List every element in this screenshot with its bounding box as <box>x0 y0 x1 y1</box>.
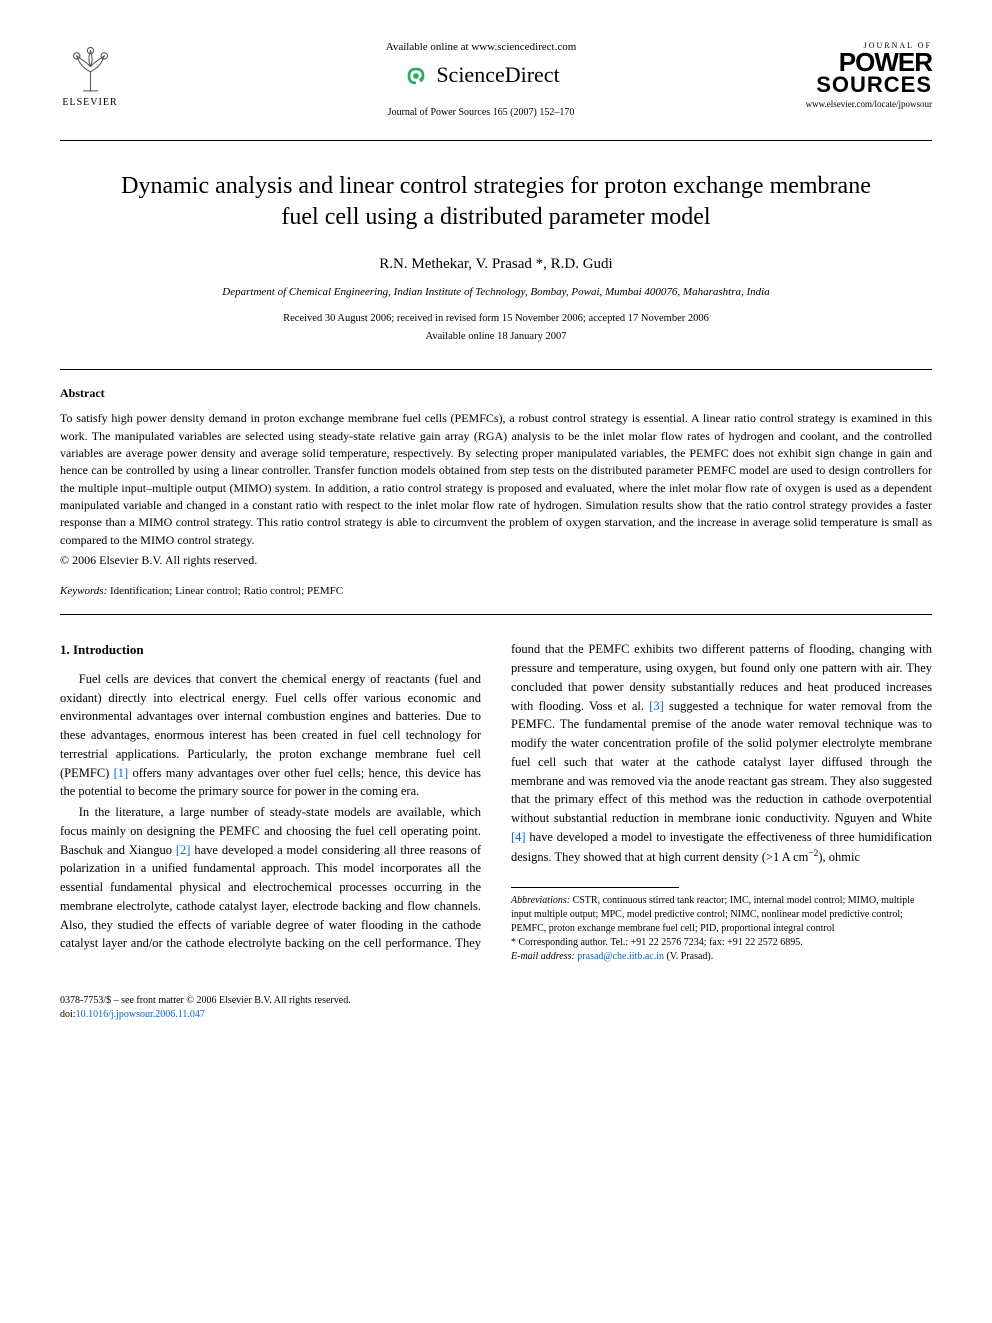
abbrev-text: CSTR, continuous stirred tank reactor; I… <box>511 895 914 934</box>
abbreviations-footnote: Abbreviations: CSTR, continuous stirred … <box>511 894 932 936</box>
superscript-minus2: −2 <box>808 849 818 859</box>
received-dates: Received 30 August 2006; received in rev… <box>60 312 932 327</box>
intro-para-1: Fuel cells are devices that convert the … <box>60 670 481 801</box>
abstract-bottom-rule <box>60 614 932 615</box>
abstract-text: To satisfy high power density demand in … <box>60 411 932 547</box>
email-link[interactable]: prasad@che.iitb.ac.in <box>575 951 664 962</box>
publisher-logo-block: ELSEVIER <box>60 40 160 110</box>
page-header: ELSEVIER Available online at www.science… <box>60 40 932 120</box>
journal-logo-block: JOURNAL OF POWER SOURCES www.elsevier.co… <box>802 40 932 111</box>
ref-link-2[interactable]: [2] <box>176 843 191 857</box>
abstract-body: To satisfy high power density demand in … <box>60 410 932 549</box>
keywords-block: Keywords: Identification; Linear control… <box>60 584 932 599</box>
publisher-name: ELSEVIER <box>62 96 117 110</box>
authors: R.N. Methekar, V. Prasad *, R.D. Gudi <box>60 254 932 275</box>
abstract-heading: Abstract <box>60 385 932 402</box>
abbrev-label: Abbreviations: <box>511 895 570 906</box>
doi-line: doi:10.1016/j.jpowsour.2006.11.047 <box>60 1008 932 1022</box>
affiliation: Department of Chemical Engineering, Indi… <box>60 285 932 300</box>
doi-link[interactable]: 10.1016/j.jpowsour.2006.11.047 <box>76 1009 205 1020</box>
email-label: E-mail address: <box>511 951 575 962</box>
corresponding-author-footnote: * Corresponding author. Tel.: +91 22 257… <box>511 936 932 950</box>
section-1-heading: 1. Introduction <box>60 640 481 660</box>
ref-link-1[interactable]: [1] <box>114 766 129 780</box>
front-matter-line: 0378-7753/$ – see front matter © 2006 El… <box>60 994 932 1008</box>
email-attribution: (V. Prasad). <box>664 951 713 962</box>
sciencedirect-text: ScienceDirect <box>436 60 559 91</box>
sciencedirect-row: ScienceDirect <box>160 60 802 91</box>
keywords-text: Identification; Linear control; Ratio co… <box>107 585 343 597</box>
journal-logo-line3: SOURCES <box>816 75 932 95</box>
header-rule <box>60 140 932 141</box>
ref-link-4[interactable]: [4] <box>511 830 526 844</box>
article-title: Dynamic analysis and linear control stra… <box>100 171 892 233</box>
available-online-text: Available online at www.sciencedirect.co… <box>160 40 802 55</box>
copyright-line: © 2006 Elsevier B.V. All rights reserved… <box>60 552 932 569</box>
doi-prefix: doi: <box>60 1009 76 1020</box>
elsevier-tree-icon: ELSEVIER <box>60 40 120 110</box>
sciencedirect-icon <box>402 62 430 90</box>
header-center: Available online at www.sciencedirect.co… <box>160 40 802 120</box>
available-online-date: Available online 18 January 2007 <box>60 330 932 345</box>
body-columns: 1. Introduction Fuel cells are devices t… <box>60 640 932 963</box>
ref-link-3[interactable]: [3] <box>649 699 664 713</box>
email-footnote: E-mail address: prasad@che.iitb.ac.in (V… <box>511 950 932 964</box>
journal-url: www.elsevier.com/locate/jpowsour <box>802 98 932 111</box>
abstract-top-rule <box>60 369 932 370</box>
footnote-rule <box>511 887 679 888</box>
keywords-label: Keywords: <box>60 585 107 597</box>
journal-reference: Journal of Power Sources 165 (2007) 152–… <box>160 106 802 120</box>
page-footer: 0378-7753/$ – see front matter © 2006 El… <box>60 994 932 1022</box>
